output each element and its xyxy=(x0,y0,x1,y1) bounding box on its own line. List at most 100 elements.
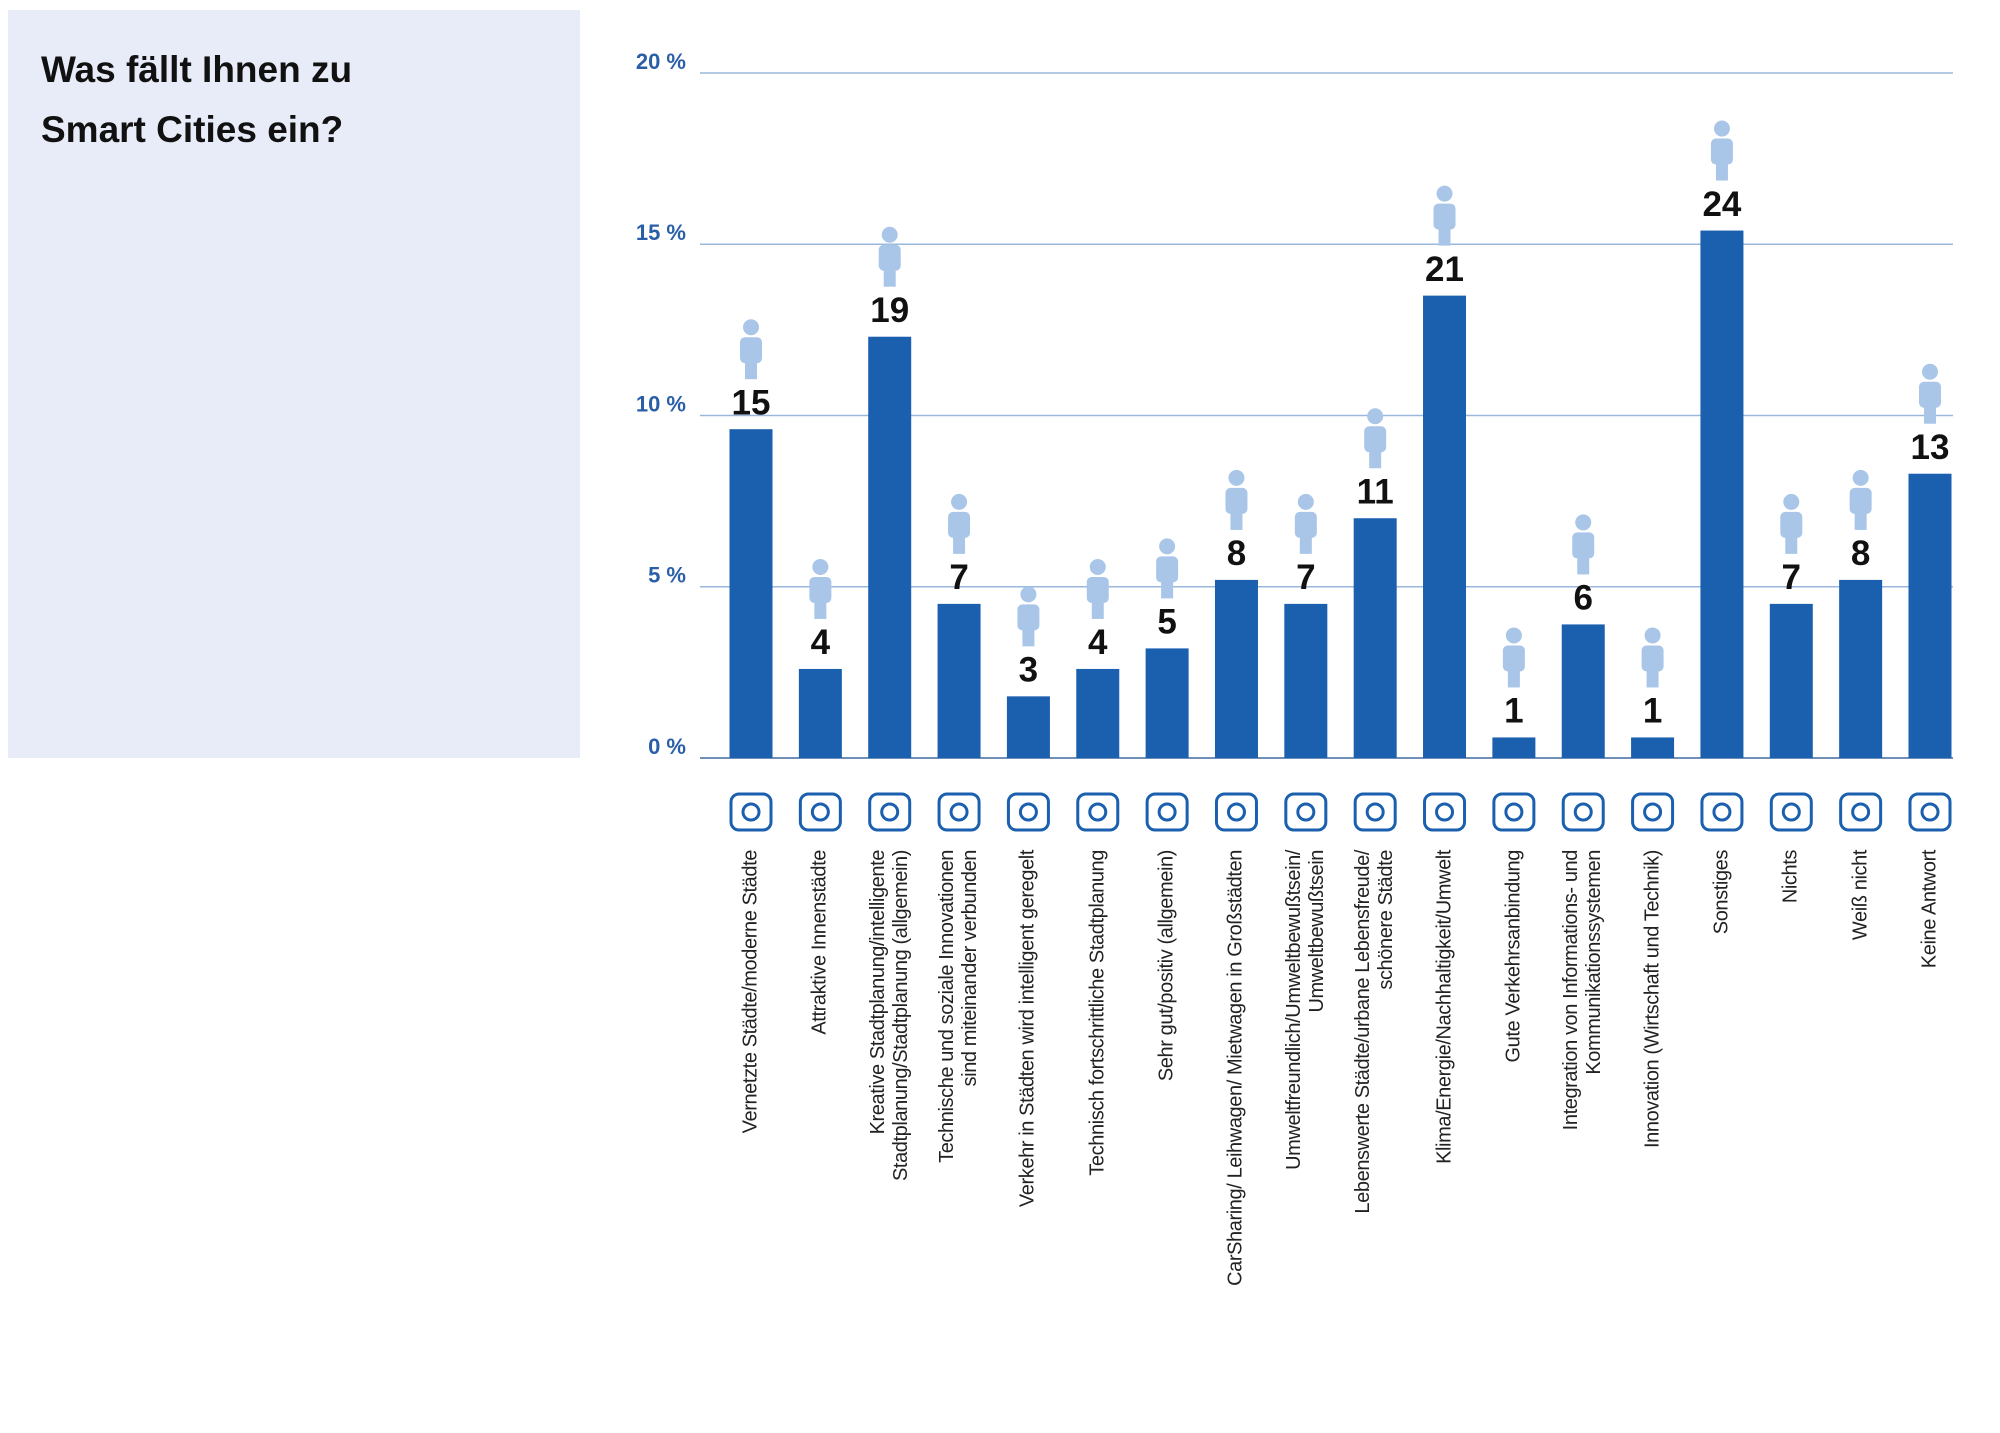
category-icon xyxy=(729,792,773,832)
person-icon xyxy=(1505,627,1522,644)
x-tick-label: Vernetzte Städte/moderne Städte xyxy=(739,850,762,1134)
person-icon xyxy=(1297,493,1314,510)
bar xyxy=(1492,737,1536,758)
count-label: 4 xyxy=(1088,623,1108,662)
category-icon xyxy=(1157,802,1177,822)
person-icon xyxy=(1089,558,1106,575)
bar xyxy=(1145,648,1189,758)
person-icon xyxy=(1017,604,1040,631)
bar xyxy=(1908,473,1952,758)
person-icon xyxy=(1854,509,1867,530)
x-tick-label: Innovation (Wirtschaft und Technik) xyxy=(1641,850,1664,1149)
category-icon xyxy=(949,802,969,822)
bar xyxy=(868,336,912,758)
bar xyxy=(1423,295,1467,758)
person-icon xyxy=(1436,185,1453,202)
category-icon xyxy=(1851,802,1871,822)
person-icon xyxy=(814,598,827,619)
count-label: 5 xyxy=(1157,603,1176,642)
person-icon xyxy=(1575,514,1592,531)
person-icon xyxy=(1294,511,1317,538)
category-icon xyxy=(1920,802,1940,822)
category-icon xyxy=(1492,792,1536,832)
count-label: 6 xyxy=(1574,579,1593,618)
person-icon xyxy=(1156,556,1179,583)
bar xyxy=(1839,579,1883,758)
bar xyxy=(1076,668,1120,758)
category-icon xyxy=(1088,802,1108,822)
person-icon xyxy=(809,576,832,603)
x-tick-label: Weiß nicht xyxy=(1849,850,1872,941)
person-icon xyxy=(1710,138,1733,165)
category-icon xyxy=(880,802,900,822)
count-label: 4 xyxy=(811,623,831,662)
person-icon xyxy=(812,558,829,575)
count-label: 15 xyxy=(732,383,771,422)
person-icon xyxy=(1433,203,1456,230)
category-icon xyxy=(937,792,981,832)
category-icon xyxy=(1018,802,1038,822)
person-icon xyxy=(1161,578,1174,599)
person-icon xyxy=(740,337,762,364)
person-icon xyxy=(1091,598,1104,619)
person-icon xyxy=(1438,225,1451,246)
person-icon xyxy=(1230,509,1243,530)
category-icon xyxy=(1712,802,1732,822)
person-icon xyxy=(1715,160,1728,181)
category-icon xyxy=(1700,792,1744,832)
person-icon xyxy=(1572,532,1595,559)
count-label: 8 xyxy=(1227,534,1246,573)
category-icon xyxy=(1781,802,1801,822)
person-icon xyxy=(953,533,966,554)
count-label: 3 xyxy=(1019,651,1038,690)
bar xyxy=(937,603,981,758)
x-tick-label: Technische und soziale Innovationen sind… xyxy=(936,850,982,1163)
category-icon xyxy=(1214,792,1258,832)
count-label: 1 xyxy=(1643,692,1662,731)
count-label: 13 xyxy=(1911,428,1950,467)
x-tick-label: Nichts xyxy=(1779,850,1802,904)
person-icon xyxy=(1299,533,1312,554)
x-tick-label: Klima/Energie/Nachhaltigkeit/Umwelt xyxy=(1433,850,1456,1164)
category-icon xyxy=(1643,802,1663,822)
person-icon xyxy=(1577,554,1590,575)
person-icon xyxy=(1225,487,1248,514)
person-icon xyxy=(881,226,898,243)
person-icon xyxy=(1919,381,1941,408)
x-tick-label: Attraktive Innenstädte xyxy=(808,850,831,1035)
category-icon xyxy=(1353,792,1397,832)
x-tick-label: Keine Antwort xyxy=(1918,850,1941,969)
bar xyxy=(1631,737,1675,758)
x-tick-label: Kreative Stadtplanung/intelligente Stadt… xyxy=(866,850,912,1182)
person-icon xyxy=(1367,408,1384,425)
bar xyxy=(1769,603,1813,758)
category-icon xyxy=(1435,802,1455,822)
category-icon xyxy=(1423,792,1467,832)
category-icon xyxy=(1076,792,1120,832)
count-label: 11 xyxy=(1357,473,1394,512)
person-icon xyxy=(948,511,971,538)
person-icon xyxy=(1086,576,1109,603)
person-icon xyxy=(1852,469,1869,486)
person-icon xyxy=(1924,403,1936,424)
bar xyxy=(1353,518,1397,758)
count-label: 24 xyxy=(1702,185,1741,224)
x-tick-label: Verkehr in Städten wird intelligent gere… xyxy=(1016,850,1039,1208)
bar xyxy=(798,668,842,758)
person-icon xyxy=(1849,487,1872,514)
y-tick-label: 15 % xyxy=(636,220,686,245)
y-tick-label: 5 % xyxy=(648,563,686,588)
category-icon xyxy=(1504,802,1524,822)
category-icon xyxy=(810,802,830,822)
x-tick-label: Gute Verkehrsanbindung xyxy=(1502,850,1525,1063)
person-icon xyxy=(878,244,901,271)
category-icon xyxy=(1284,792,1328,832)
count-label: 7 xyxy=(949,558,968,597)
person-icon xyxy=(1641,645,1664,672)
person-icon xyxy=(1783,493,1800,510)
x-tick-label: CarSharing/ Leihwagen/ Mietwagen in Groß… xyxy=(1224,850,1247,1286)
x-tick-label: Umweltfreundlich/Umweltbewußtsein/ Umwel… xyxy=(1282,850,1328,1170)
person-icon xyxy=(1780,511,1803,538)
category-icon xyxy=(1769,792,1813,832)
count-label: 21 xyxy=(1425,250,1464,289)
